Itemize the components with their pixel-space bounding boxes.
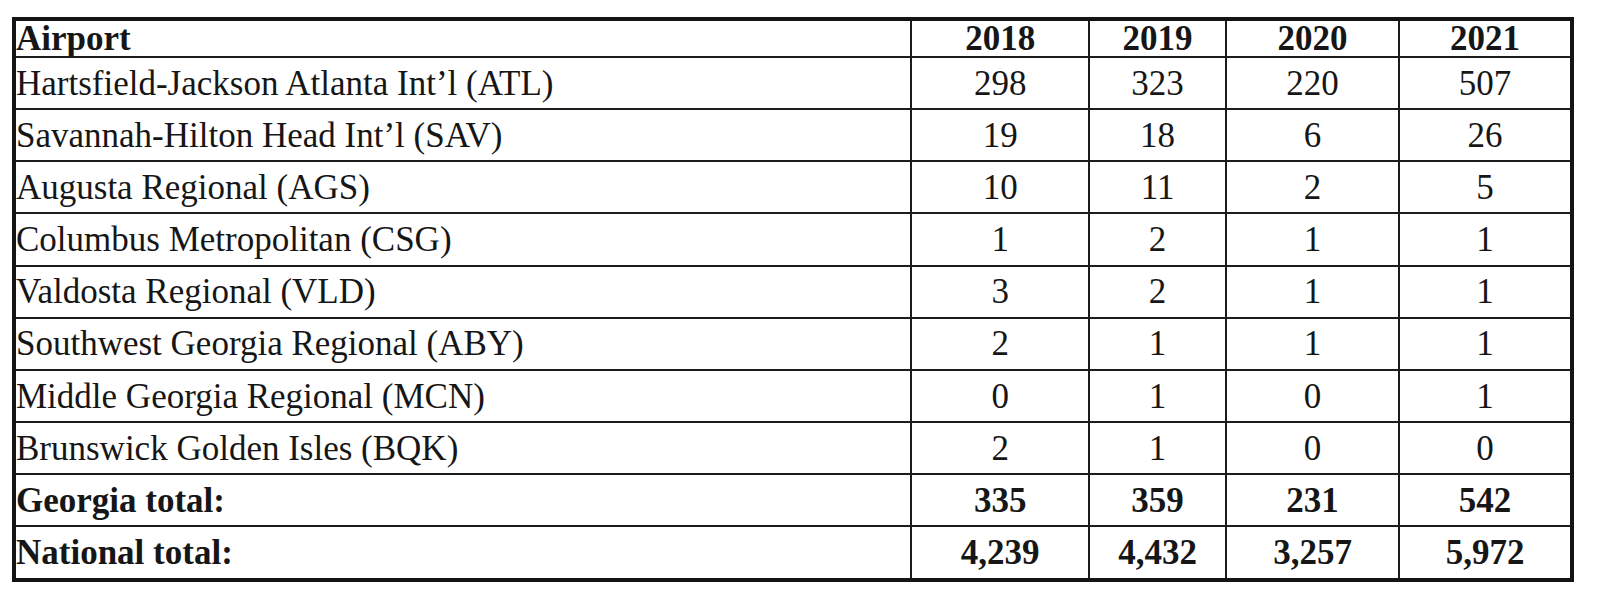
airport-operations-table: Airport 2018 2019 2020 2021 Hartsfield-J… — [12, 17, 1574, 582]
value-cell: 1 — [911, 213, 1089, 265]
table-row: Middle Georgia Regional (MCN)0101 — [14, 370, 1572, 422]
column-header-2020: 2020 — [1226, 19, 1399, 57]
value-cell: 19 — [911, 109, 1089, 161]
airport-name-cell: Columbus Metropolitan (CSG) — [14, 213, 911, 265]
table-row: Savannah-Hilton Head Int’l (SAV)1918626 — [14, 109, 1572, 161]
value-cell: 1 — [1399, 213, 1572, 265]
value-cell: 231 — [1226, 474, 1399, 526]
airport-name-cell: Augusta Regional (AGS) — [14, 161, 911, 213]
value-cell: 4,432 — [1089, 526, 1226, 580]
value-cell: 11 — [1089, 161, 1226, 213]
value-cell: 1 — [1399, 266, 1572, 318]
table-row: Hartsfield-Jackson Atlanta Int’l (ATL)29… — [14, 57, 1572, 109]
value-cell: 18 — [1089, 109, 1226, 161]
value-cell: 1 — [1089, 370, 1226, 422]
value-cell: 10 — [911, 161, 1089, 213]
column-header-2018: 2018 — [911, 19, 1089, 57]
airport-name-cell: Middle Georgia Regional (MCN) — [14, 370, 911, 422]
value-cell: 3,257 — [1226, 526, 1399, 580]
value-cell: 4,239 — [911, 526, 1089, 580]
value-cell: 1 — [1226, 213, 1399, 265]
value-cell: 6 — [1226, 109, 1399, 161]
airport-name-cell: Savannah-Hilton Head Int’l (SAV) — [14, 109, 911, 161]
scanned-document-page: Airport 2018 2019 2020 2021 Hartsfield-J… — [0, 0, 1600, 599]
value-cell: 220 — [1226, 57, 1399, 109]
airport-name-cell: Hartsfield-Jackson Atlanta Int’l (ATL) — [14, 57, 911, 109]
column-header-airport: Airport — [14, 19, 911, 57]
value-cell: 1 — [1226, 266, 1399, 318]
value-cell: 0 — [1226, 370, 1399, 422]
value-cell: 2 — [1226, 161, 1399, 213]
value-cell: 323 — [1089, 57, 1226, 109]
value-cell: 0 — [1226, 422, 1399, 474]
airport-name-cell: Valdosta Regional (VLD) — [14, 266, 911, 318]
table-row: Columbus Metropolitan (CSG)1211 — [14, 213, 1572, 265]
value-cell: 1 — [1089, 422, 1226, 474]
value-cell: 3 — [911, 266, 1089, 318]
value-cell: 335 — [911, 474, 1089, 526]
airport-name-cell: Brunswick Golden Isles (BQK) — [14, 422, 911, 474]
column-header-2021: 2021 — [1399, 19, 1572, 57]
value-cell: 542 — [1399, 474, 1572, 526]
value-cell: 298 — [911, 57, 1089, 109]
table-head: Airport 2018 2019 2020 2021 — [14, 19, 1572, 57]
value-cell: 2 — [911, 422, 1089, 474]
value-cell: 1 — [1399, 318, 1572, 370]
column-header-2019: 2019 — [1089, 19, 1226, 57]
value-cell: 1 — [1226, 318, 1399, 370]
airport-name-cell: Southwest Georgia Regional (ABY) — [14, 318, 911, 370]
table-row: National total:4,2394,4323,2575,972 — [14, 526, 1572, 580]
table-row: Brunswick Golden Isles (BQK)2100 — [14, 422, 1572, 474]
value-cell: 0 — [911, 370, 1089, 422]
table-row: Augusta Regional (AGS)101125 — [14, 161, 1572, 213]
value-cell: 2 — [1089, 213, 1226, 265]
value-cell: 5,972 — [1399, 526, 1572, 580]
airport-name-cell: National total: — [14, 526, 911, 580]
header-row: Airport 2018 2019 2020 2021 — [14, 19, 1572, 57]
value-cell: 0 — [1399, 422, 1572, 474]
table-row: Southwest Georgia Regional (ABY)2111 — [14, 318, 1572, 370]
value-cell: 5 — [1399, 161, 1572, 213]
value-cell: 2 — [1089, 266, 1226, 318]
value-cell: 359 — [1089, 474, 1226, 526]
table-row: Georgia total:335359231542 — [14, 474, 1572, 526]
value-cell: 1 — [1399, 370, 1572, 422]
airport-name-cell: Georgia total: — [14, 474, 911, 526]
value-cell: 2 — [911, 318, 1089, 370]
value-cell: 26 — [1399, 109, 1572, 161]
table-row: Valdosta Regional (VLD)3211 — [14, 266, 1572, 318]
value-cell: 1 — [1089, 318, 1226, 370]
table-body: Hartsfield-Jackson Atlanta Int’l (ATL)29… — [14, 57, 1572, 580]
value-cell: 507 — [1399, 57, 1572, 109]
